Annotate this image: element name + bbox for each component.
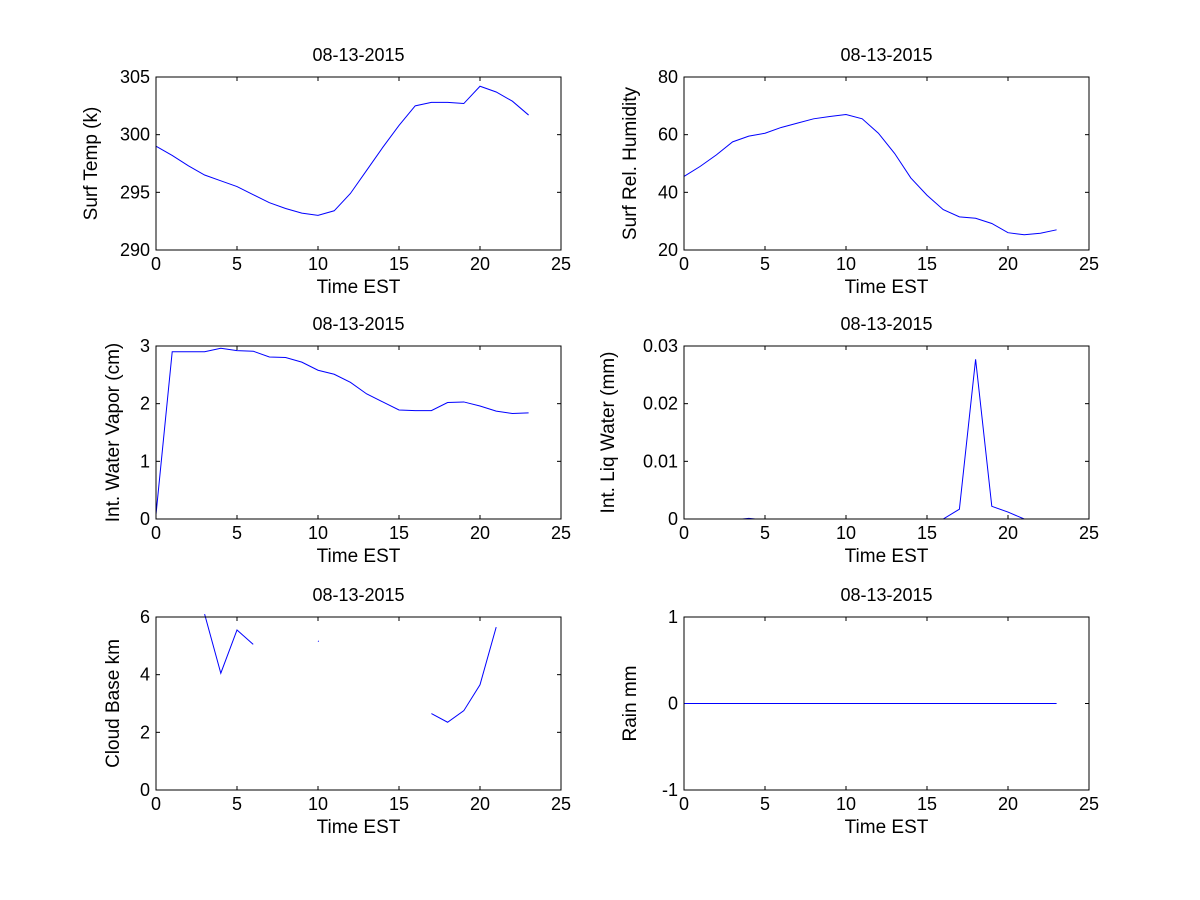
x-tick-label: 5 <box>232 523 242 543</box>
x-tick-label: 0 <box>151 254 161 274</box>
x-tick-label: 10 <box>308 523 328 543</box>
x-tick-label: 10 <box>308 254 328 274</box>
y-tick-label: 2 <box>140 394 150 414</box>
axes-box <box>155 345 562 520</box>
y-tick-label: 6 <box>140 607 150 627</box>
series-line-1 <box>155 347 529 515</box>
y-tick-label: 4 <box>140 665 150 685</box>
chart-title: 08-13-2015 <box>312 585 404 605</box>
y-tick-label: 0 <box>140 780 150 800</box>
y-tick-label: 2 <box>140 722 150 742</box>
y-tick-label: 305 <box>120 67 150 87</box>
subplot-3: 08-13-2015 Time EST Int. Water Vapor (cm) 0… <box>103 314 571 567</box>
y-tick-label: 3 <box>140 336 150 356</box>
y-tick-label: -1 <box>662 780 678 800</box>
x-tick-label: 20 <box>470 523 490 543</box>
chart-title: 08-13-2015 <box>840 314 932 334</box>
axes-box <box>155 616 562 791</box>
x-tick-label: 20 <box>470 254 490 274</box>
x-tick-label: 15 <box>917 254 937 274</box>
y-tick-label: 290 <box>120 240 150 260</box>
x-axis-label: Time EST <box>317 817 401 838</box>
x-axis-label: Time EST <box>845 546 929 567</box>
subplot-2: 08-13-2015 Time EST Surf Rel. Humidity 0 5 10… <box>620 45 1099 298</box>
x-tick-label: 15 <box>389 794 409 814</box>
chart-title: 08-13-2015 <box>312 45 404 65</box>
x-tick-label: 25 <box>551 523 571 543</box>
series-line-1 <box>204 613 497 723</box>
axes-box <box>683 345 1090 520</box>
x-tick-label: 25 <box>1079 523 1099 543</box>
x-tick-label: 0 <box>679 254 689 274</box>
x-tick-label: 25 <box>551 254 571 274</box>
y-tick-label: 20 <box>658 240 678 260</box>
x-tick-label: 20 <box>470 794 490 814</box>
x-tick-label: 5 <box>760 794 770 814</box>
x-tick-label: 10 <box>836 523 856 543</box>
subplot-4: 08-13-2015 Time EST Int. Liq Water (mm) 0 5 1… <box>598 314 1099 567</box>
y-tick-label: 0 <box>668 509 678 529</box>
y-tick-label: 80 <box>658 67 678 87</box>
chart-title: 08-13-2015 <box>840 585 932 605</box>
y-tick-label: 0 <box>140 509 150 529</box>
y-tick-label: 0.02 <box>643 394 678 414</box>
x-tick-label: 0 <box>679 523 689 543</box>
x-axis-label: Time EST <box>845 817 929 838</box>
x-tick-label: 0 <box>151 523 161 543</box>
x-axis-label: Time EST <box>317 546 401 567</box>
y-tick-label: 0.01 <box>643 451 678 471</box>
x-tick-label: 5 <box>760 523 770 543</box>
x-tick-label: 15 <box>389 523 409 543</box>
x-tick-label: 25 <box>551 794 571 814</box>
x-tick-label: 5 <box>232 254 242 274</box>
y-tick-label: 1 <box>140 451 150 471</box>
x-tick-label: 5 <box>232 794 242 814</box>
x-axis-label: Time EST <box>845 277 929 298</box>
y-tick-label: 300 <box>120 125 150 145</box>
x-tick-label: 20 <box>998 794 1018 814</box>
x-tick-label: 15 <box>917 523 937 543</box>
chart-title: 08-13-2015 <box>840 45 932 65</box>
y-tick-label: 60 <box>658 125 678 145</box>
y-axis-label: Rain mm <box>620 665 641 741</box>
x-tick-label: 0 <box>679 794 689 814</box>
series-line-1 <box>155 85 529 216</box>
series-line-1 <box>683 113 1057 236</box>
chart-title: 08-13-2015 <box>312 314 404 334</box>
x-tick-label: 25 <box>1079 794 1099 814</box>
y-axis-label: Cloud Base km <box>103 639 124 768</box>
y-tick-label: 295 <box>120 182 150 202</box>
x-tick-label: 0 <box>151 794 161 814</box>
x-tick-label: 15 <box>389 254 409 274</box>
x-tick-label: 10 <box>308 794 328 814</box>
y-tick-label: 40 <box>658 182 678 202</box>
y-tick-label: 0.03 <box>643 336 678 356</box>
y-axis-label: Surf Temp (k) <box>81 107 102 221</box>
x-tick-label: 20 <box>998 254 1018 274</box>
subplot-1: 08-13-2015 Time EST Surf Temp (k) 0 5 10 15 20 2… <box>81 45 571 298</box>
y-axis-label: Surf Rel. Humidity <box>620 86 641 240</box>
x-tick-label: 10 <box>836 254 856 274</box>
x-tick-label: 10 <box>836 794 856 814</box>
y-axis-label: Int. Liq Water (mm) <box>598 352 619 514</box>
axes-box <box>683 616 1090 791</box>
x-tick-label: 20 <box>998 523 1018 543</box>
x-tick-label: 25 <box>1079 254 1099 274</box>
y-axis-label: Int. Water Vapor (cm) <box>103 343 124 522</box>
x-axis-label: Time EST <box>317 277 401 298</box>
y-tick-label: 1 <box>668 607 678 627</box>
x-tick-label: 15 <box>917 794 937 814</box>
axes-box <box>683 76 1090 251</box>
axes-box <box>155 76 562 251</box>
x-tick-label: 5 <box>760 254 770 274</box>
y-tick-label: 0 <box>668 694 678 714</box>
